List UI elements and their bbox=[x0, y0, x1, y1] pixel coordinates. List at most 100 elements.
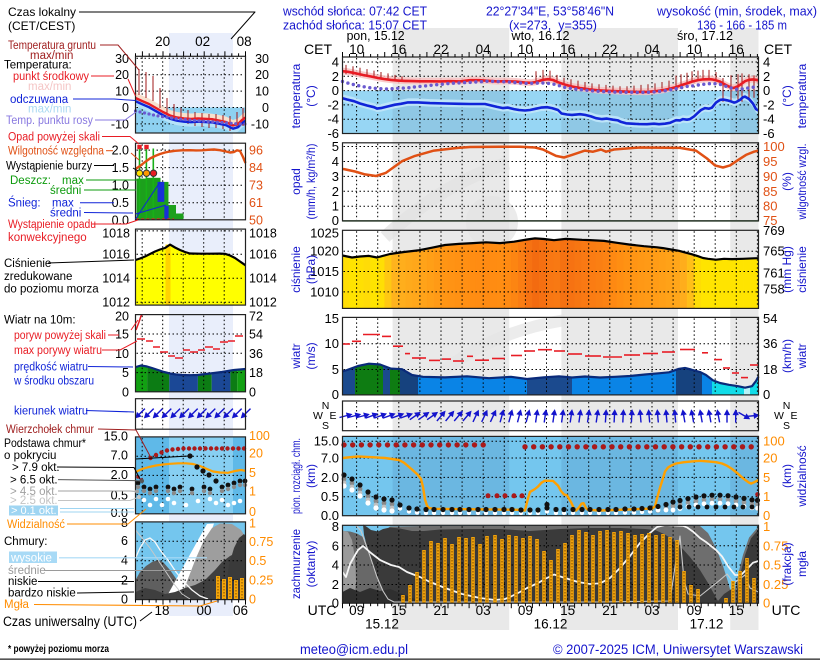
svg-text:10: 10 bbox=[325, 336, 339, 351]
svg-text:08: 08 bbox=[237, 34, 252, 49]
svg-text:(CET/CEST): (CET/CEST) bbox=[8, 19, 75, 33]
svg-text:0: 0 bbox=[122, 101, 129, 115]
svg-text:© 2007-2025 ICM, Uniwersytet W: © 2007-2025 ICM, Uniwersytet Warszawski bbox=[553, 642, 803, 657]
svg-text:22°27'34"E, 53°58'46"N: 22°27'34"E, 53°58'46"N bbox=[486, 5, 614, 19]
svg-text:wto, 16.12: wto, 16.12 bbox=[511, 28, 570, 43]
svg-text:prędkość wiatru: prędkość wiatru bbox=[14, 362, 88, 374]
svg-text:8: 8 bbox=[332, 519, 339, 534]
svg-text:0: 0 bbox=[122, 385, 129, 399]
svg-text:Deszcz:: Deszcz: bbox=[10, 175, 51, 187]
svg-text:konwekcyjnego: konwekcyjnego bbox=[8, 232, 87, 244]
svg-text:03: 03 bbox=[644, 603, 659, 618]
svg-text:00: 00 bbox=[196, 603, 211, 618]
svg-text:(km/h): (km/h) bbox=[780, 339, 794, 373]
svg-text:1020: 1020 bbox=[310, 244, 339, 259]
svg-text:75: 75 bbox=[763, 213, 777, 228]
svg-text:1025: 1025 bbox=[310, 226, 339, 241]
svg-text:17.12: 17.12 bbox=[690, 617, 724, 632]
svg-text:meteo@icm.edu.pl: meteo@icm.edu.pl bbox=[300, 642, 408, 657]
svg-text:1: 1 bbox=[249, 517, 256, 531]
svg-text:4: 4 bbox=[332, 55, 339, 70]
svg-text:04: 04 bbox=[644, 42, 660, 57]
svg-text:2: 2 bbox=[332, 577, 339, 592]
svg-text:ciśnienie: ciśnienie bbox=[289, 246, 303, 293]
svg-text:1014: 1014 bbox=[249, 272, 277, 286]
svg-text:Temperatura:: Temperatura: bbox=[4, 60, 72, 72]
svg-text:0: 0 bbox=[332, 213, 339, 228]
svg-text:N: N bbox=[322, 400, 330, 412]
svg-text:max/min: max/min bbox=[30, 50, 73, 62]
svg-text:opad: opad bbox=[289, 168, 303, 195]
svg-text:5: 5 bbox=[122, 366, 129, 380]
svg-text:wysokość (min, środek, max): wysokość (min, środek, max) bbox=[656, 5, 817, 19]
svg-text:(°C): (°C) bbox=[304, 85, 318, 106]
svg-text:22: 22 bbox=[602, 42, 617, 57]
svg-text:1.5: 1.5 bbox=[112, 161, 129, 175]
svg-text:0: 0 bbox=[249, 505, 256, 519]
svg-text:136 - 166 - 185 m: 136 - 166 - 185 m bbox=[697, 19, 787, 33]
svg-text:09: 09 bbox=[518, 603, 533, 618]
svg-text:2: 2 bbox=[121, 574, 128, 588]
svg-text:(frakcja): (frakcja) bbox=[780, 542, 794, 585]
svg-text:2: 2 bbox=[763, 69, 770, 84]
svg-text:max: max bbox=[52, 198, 74, 210]
svg-text:15: 15 bbox=[729, 603, 744, 618]
svg-text:Wierzchołek chmur: Wierzchołek chmur bbox=[6, 424, 94, 436]
svg-text:4: 4 bbox=[332, 154, 339, 169]
svg-text:100: 100 bbox=[763, 139, 785, 154]
svg-text:1012: 1012 bbox=[102, 296, 130, 310]
svg-text:> 6.5 okt.: > 6.5 okt. bbox=[10, 475, 58, 487]
svg-text:02: 02 bbox=[195, 34, 210, 49]
svg-text:Wystąpienie opadu: Wystąpienie opadu bbox=[8, 219, 96, 231]
svg-text:punkt środkowy: punkt środkowy bbox=[13, 71, 89, 83]
svg-text:Widzialność: Widzialność bbox=[7, 519, 65, 531]
svg-text:temperatura: temperatura bbox=[289, 63, 303, 128]
svg-text:0.75: 0.75 bbox=[763, 538, 788, 553]
svg-text:1014: 1014 bbox=[102, 272, 130, 286]
svg-text:06: 06 bbox=[233, 603, 248, 618]
svg-text:50: 50 bbox=[249, 213, 263, 227]
svg-text:15.12: 15.12 bbox=[365, 617, 399, 632]
svg-text:max/min: max/min bbox=[28, 103, 71, 115]
svg-text:(km): (km) bbox=[304, 464, 318, 488]
svg-text:84: 84 bbox=[249, 161, 263, 175]
svg-text:15: 15 bbox=[325, 311, 339, 326]
svg-text:96: 96 bbox=[249, 144, 263, 158]
svg-text:średni: średni bbox=[50, 208, 81, 220]
svg-text:5: 5 bbox=[249, 466, 256, 480]
svg-text:36: 36 bbox=[763, 336, 777, 351]
svg-text:04: 04 bbox=[476, 42, 492, 57]
svg-text:wiatr: wiatr bbox=[795, 343, 809, 369]
svg-text:03: 03 bbox=[476, 603, 491, 618]
svg-text:16.12: 16.12 bbox=[534, 617, 568, 632]
svg-text:1016: 1016 bbox=[249, 248, 277, 262]
svg-text:765: 765 bbox=[763, 244, 785, 259]
svg-text:36: 36 bbox=[249, 347, 263, 361]
svg-text:(mm Hg): (mm Hg) bbox=[780, 246, 794, 293]
svg-text:6: 6 bbox=[121, 534, 128, 548]
svg-text:4: 4 bbox=[332, 558, 339, 573]
svg-text:73: 73 bbox=[249, 179, 263, 193]
svg-text:0: 0 bbox=[332, 83, 339, 98]
svg-text:54: 54 bbox=[763, 311, 777, 326]
svg-text:(mm/h, kg/m²/h): (mm/h, kg/m²/h) bbox=[304, 144, 318, 220]
svg-text:20: 20 bbox=[115, 68, 129, 82]
svg-text:61: 61 bbox=[249, 196, 263, 210]
svg-text:7.0: 7.0 bbox=[111, 449, 128, 463]
svg-text:0.25: 0.25 bbox=[763, 577, 788, 592]
svg-text:1: 1 bbox=[763, 519, 770, 534]
svg-text:4: 4 bbox=[121, 554, 128, 568]
svg-text:761: 761 bbox=[763, 265, 785, 280]
svg-text:Wilgotność względna: Wilgotność względna bbox=[8, 146, 105, 158]
svg-text:Śnieg:: Śnieg: bbox=[8, 197, 41, 210]
svg-text:15: 15 bbox=[391, 603, 406, 618]
svg-text:0: 0 bbox=[763, 596, 770, 611]
svg-text:-2: -2 bbox=[763, 97, 775, 112]
svg-text:2.0: 2.0 bbox=[111, 468, 128, 482]
svg-text:22: 22 bbox=[433, 42, 448, 57]
svg-text:W: W bbox=[313, 410, 323, 422]
svg-text:5: 5 bbox=[332, 139, 339, 154]
svg-text:> 7.9 okt.: > 7.9 okt. bbox=[12, 462, 60, 474]
svg-text:o pokryciu: o pokryciu bbox=[4, 450, 56, 462]
svg-text:max: max bbox=[62, 175, 84, 187]
